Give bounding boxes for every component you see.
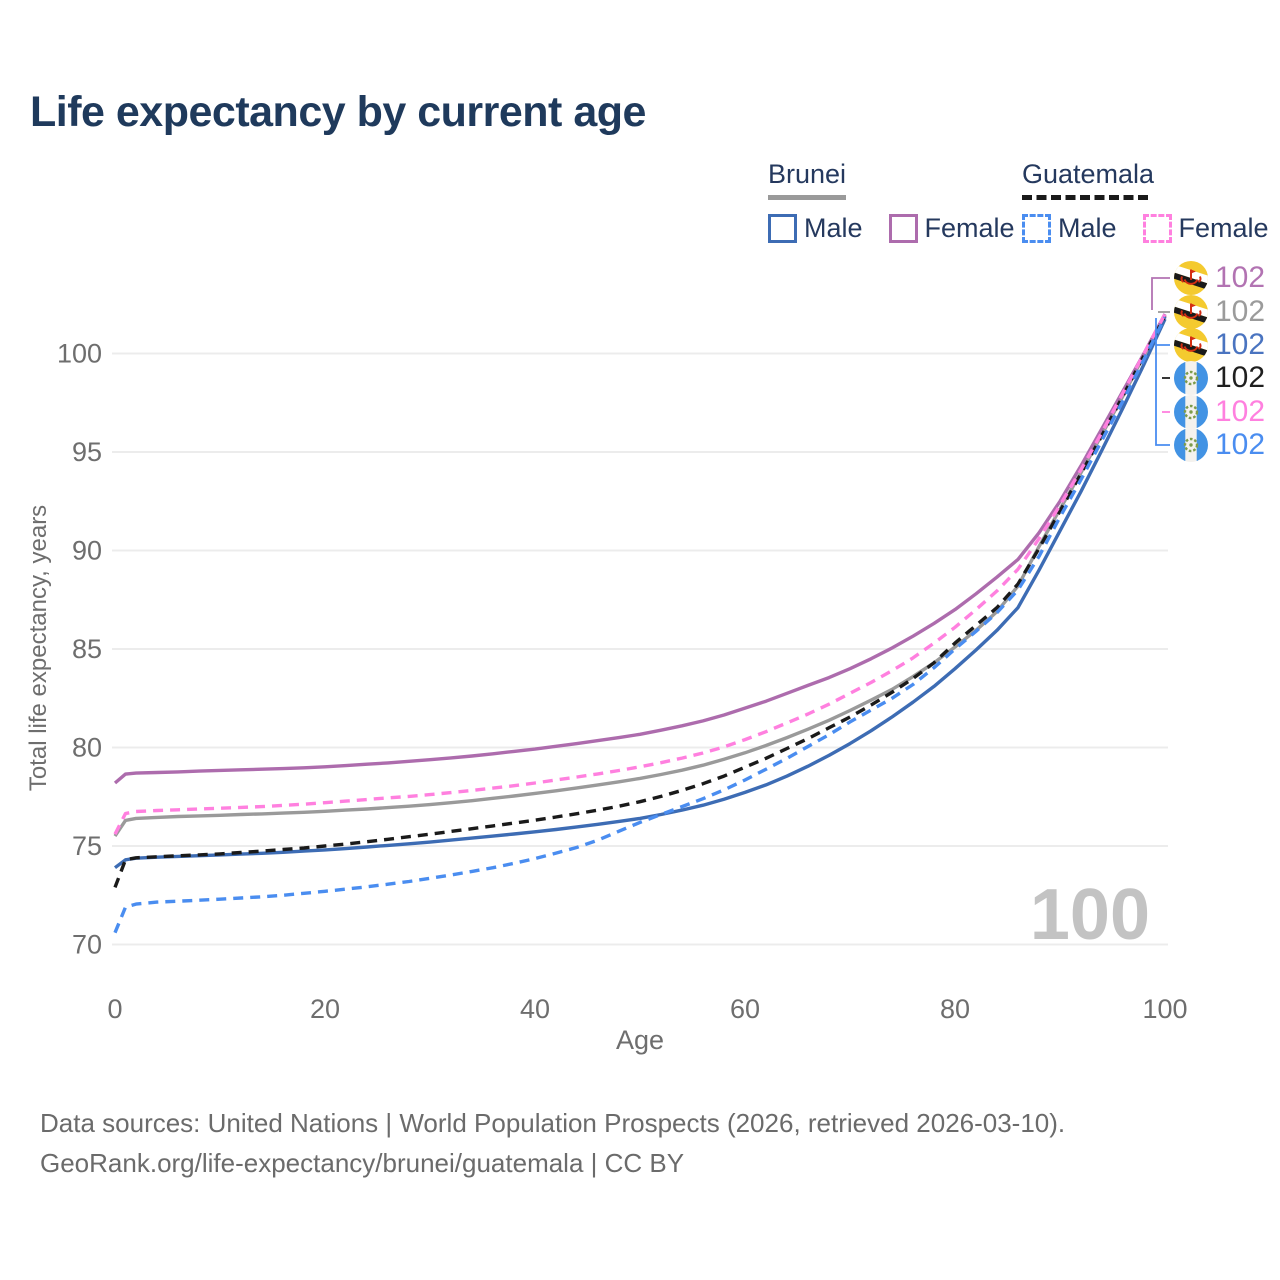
legend-country-guatemala: Guatemala xyxy=(1022,159,1155,189)
brunei-flag-icon xyxy=(1174,295,1208,329)
label-connector xyxy=(1155,318,1170,446)
legend-label: Male xyxy=(804,212,863,243)
end-value-guatemala-both: 102 xyxy=(1215,361,1266,394)
attribution-note: GeoRank.org/life-expectancy/brunei/guate… xyxy=(40,1148,685,1178)
x-tick-label: 60 xyxy=(730,994,760,1024)
end-label-row: 102 xyxy=(1174,428,1265,462)
y-tick-label: 90 xyxy=(72,536,102,566)
x-tick-label: 0 xyxy=(107,994,122,1024)
legend-item-brunei-male[interactable]: Male xyxy=(768,213,863,244)
x-tick-label: 80 xyxy=(940,994,970,1024)
brunei-flag-icon xyxy=(1174,261,1208,295)
series-line-guatemala-both-sexes xyxy=(113,315,1167,889)
y-axis-title: Total life expectancy, years xyxy=(25,505,52,791)
legend-label: Female xyxy=(924,212,1015,243)
age-watermark: 100 xyxy=(1030,875,1150,955)
guatemala-male-swatch-icon xyxy=(1022,213,1051,243)
legend-label: Female xyxy=(1178,212,1269,243)
end-label-row: 102 xyxy=(1174,295,1265,329)
legend-group-brunei: Brunei Male Female xyxy=(768,159,1015,244)
guatemala-flag-icon xyxy=(1174,361,1208,395)
series-line-brunei-both-sexes xyxy=(113,314,1167,838)
series-line-brunei-female xyxy=(113,313,1167,785)
data-sources-note: Data sources: United Nations | World Pop… xyxy=(40,1108,1066,1138)
guatemala-flag-icon xyxy=(1174,395,1208,429)
series-line-guatemala-male xyxy=(113,316,1167,934)
end-value-brunei-female: 102 xyxy=(1215,261,1266,294)
end-value-brunei-male: 102 xyxy=(1215,328,1266,361)
legend-item-guatemala-female[interactable]: Female xyxy=(1142,212,1269,244)
x-tick-label: 100 xyxy=(1142,994,1187,1024)
brunei-flag-icon xyxy=(1174,328,1208,362)
legend-linestyle-dashed xyxy=(1022,194,1148,200)
chart-title: Life expectancy by current age xyxy=(30,88,646,136)
series-line-brunei-male xyxy=(113,318,1167,870)
brunei-male-swatch-icon xyxy=(768,213,797,243)
end-value-guatemala-male: 102 xyxy=(1215,428,1266,461)
end-label-row: 102 xyxy=(1174,261,1265,295)
series-line-guatemala-female xyxy=(113,313,1167,835)
y-tick-label: 80 xyxy=(72,733,102,763)
end-value-brunei-both: 102 xyxy=(1215,295,1266,328)
legend-label: Male xyxy=(1058,212,1117,243)
x-tick-label: 40 xyxy=(520,994,550,1024)
y-tick-label: 75 xyxy=(72,831,102,861)
legend-linestyle-solid xyxy=(768,194,846,200)
end-label-row: 102 xyxy=(1174,395,1265,429)
y-tick-label: 70 xyxy=(72,930,102,960)
end-label-row: 102 xyxy=(1174,328,1265,362)
legend-item-brunei-female[interactable]: Female xyxy=(888,212,1015,244)
legend-country-brunei: Brunei xyxy=(768,159,847,189)
x-axis-title: Age xyxy=(616,1025,664,1055)
end-value-guatemala-female: 102 xyxy=(1215,395,1266,428)
y-tick-label: 95 xyxy=(72,437,102,467)
x-tick-label: 20 xyxy=(310,994,340,1024)
end-label-row: 102 xyxy=(1174,361,1265,395)
guatemala-flag-icon xyxy=(1174,428,1208,462)
label-connector xyxy=(1151,277,1170,310)
y-tick-label: 85 xyxy=(72,634,102,664)
y-tick-label: 100 xyxy=(57,339,102,369)
brunei-female-swatch-icon xyxy=(888,213,918,243)
guatemala-female-swatch-icon xyxy=(1142,213,1172,243)
legend-item-guatemala-male[interactable]: Male xyxy=(1022,213,1117,244)
legend-group-guatemala: Guatemala Male Female xyxy=(1022,159,1269,244)
